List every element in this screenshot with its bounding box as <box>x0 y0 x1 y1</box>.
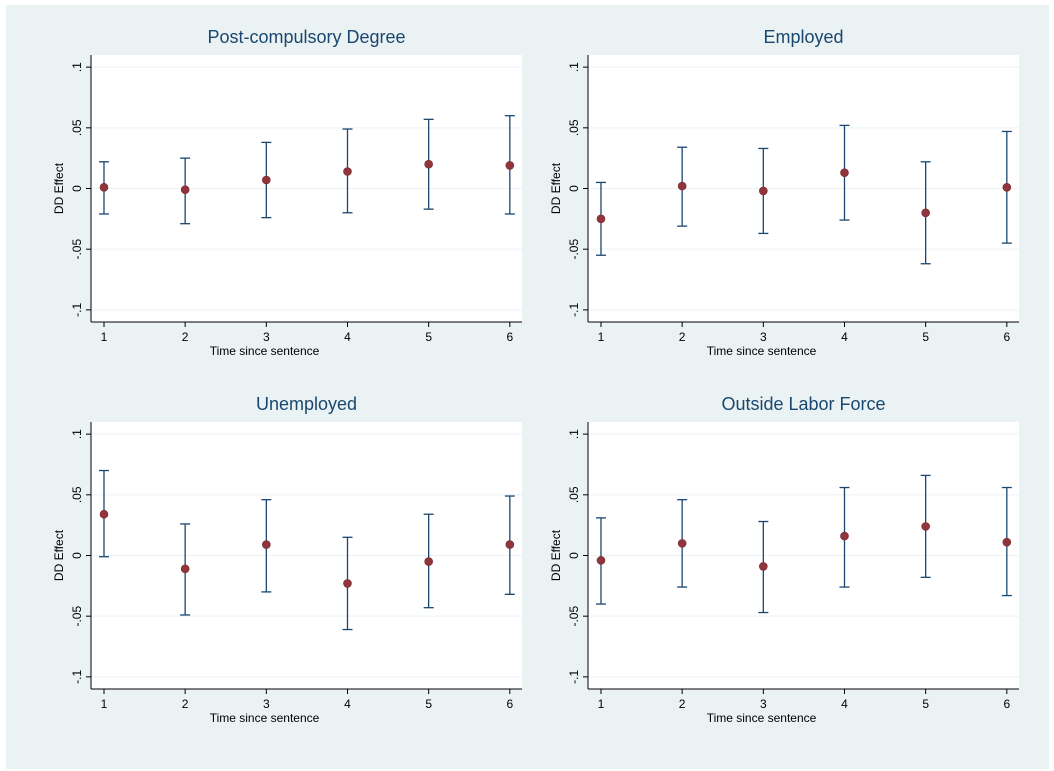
x-axis-label: Time since sentence <box>707 711 817 725</box>
data-point <box>759 186 768 196</box>
x-tick-label: 4 <box>841 697 848 711</box>
chart-title: Outside Labor Force <box>721 394 885 414</box>
data-point <box>1002 182 1012 192</box>
x-tick-label: 6 <box>1003 330 1010 344</box>
x-tick-label: 6 <box>506 697 513 711</box>
x-tick-label: 5 <box>425 330 432 344</box>
y-tick-label: .1 <box>567 62 581 72</box>
x-tick-label: 2 <box>182 330 189 344</box>
y-axis-label: DD Effect <box>549 529 563 581</box>
x-tick-label: 5 <box>922 697 929 711</box>
data-point <box>262 540 271 549</box>
data-point <box>99 182 109 192</box>
x-tick-label: 2 <box>182 697 189 711</box>
chart-panel: .1 .05 0 -.05 -.1 1 2 3 4 5 6 Time since sentence DD… <box>0 0 540 372</box>
data-point <box>759 562 768 571</box>
x-tick-label: 6 <box>506 330 513 344</box>
y-tick-label: .05 <box>567 119 581 136</box>
y-tick-label: -.05 <box>70 239 84 260</box>
y-tick-label: -.05 <box>567 239 581 260</box>
data-point <box>424 159 433 169</box>
x-tick-label: 1 <box>598 330 605 344</box>
x-tick-label: 1 <box>101 697 108 711</box>
y-axis-label: DD Effect <box>52 529 66 581</box>
data-point <box>677 539 687 548</box>
data-point <box>343 167 352 176</box>
data-point <box>99 509 109 519</box>
chart-svg: .1 .05 0 -.05 -.1 1 2 3 4 5 6 Time since sentence DD… <box>549 394 1019 725</box>
x-tick-label: 2 <box>679 697 686 711</box>
y-tick-label: .1 <box>567 429 581 439</box>
y-tick-label: -.05 <box>70 606 84 627</box>
y-tick-label: -.1 <box>567 303 581 317</box>
chart-svg: .1 .05 0 -.05 -.1 1 2 3 4 5 6 Time since sentence DD… <box>549 27 1019 358</box>
y-tick-label: .1 <box>70 62 84 72</box>
data-point <box>840 531 849 541</box>
data-point <box>921 208 930 218</box>
x-axis-label: Time since sentence <box>210 344 320 358</box>
chart-title: Post-compulsory Degree <box>207 27 405 47</box>
x-tick-label: 3 <box>263 330 270 344</box>
data-point <box>921 522 930 531</box>
data-point <box>1002 537 1012 547</box>
y-axis-label: DD Effect <box>549 162 563 214</box>
x-tick-label: 3 <box>760 697 767 711</box>
chart-title: Employed <box>763 27 843 47</box>
data-point <box>505 161 515 170</box>
y-tick-label: 0 <box>567 552 581 559</box>
x-axis-label: Time since sentence <box>210 711 320 725</box>
chart-title: Unemployed <box>256 394 357 414</box>
y-axis-label: DD Effect <box>52 162 66 214</box>
y-tick-label: -.1 <box>70 303 84 317</box>
data-point <box>840 168 849 178</box>
x-tick-label: 1 <box>101 330 108 344</box>
x-tick-label: 5 <box>425 697 432 711</box>
chart-panel: .1 .05 0 -.05 -.1 1 2 3 4 5 6 Time since sentence DD… <box>497 0 1037 372</box>
x-tick-label: 6 <box>1003 697 1010 711</box>
data-point <box>262 175 271 185</box>
data-point <box>180 185 190 195</box>
data-point <box>505 540 515 549</box>
data-point <box>424 557 433 566</box>
x-tick-label: 5 <box>922 330 929 344</box>
x-tick-label: 3 <box>760 330 767 344</box>
y-tick-label: -.05 <box>567 606 581 627</box>
chart-svg: .1 .05 0 -.05 -.1 1 2 3 4 5 6 Time since sentence DD… <box>52 394 522 725</box>
y-tick-label: -.1 <box>567 670 581 684</box>
x-tick-label: 1 <box>598 697 605 711</box>
y-tick-label: 0 <box>70 185 84 192</box>
y-tick-label: -.1 <box>70 670 84 684</box>
y-tick-label: .05 <box>70 486 84 503</box>
data-point <box>596 214 606 224</box>
y-tick-label: .05 <box>567 486 581 503</box>
x-tick-label: 4 <box>344 330 351 344</box>
y-tick-label: 0 <box>70 552 84 559</box>
x-tick-label: 4 <box>344 697 351 711</box>
y-tick-label: 0 <box>567 185 581 192</box>
data-point <box>343 579 352 588</box>
x-tick-label: 4 <box>841 330 848 344</box>
x-axis-label: Time since sentence <box>707 344 817 358</box>
y-tick-label: .1 <box>70 429 84 439</box>
chart-svg: .1 .05 0 -.05 -.1 1 2 3 4 5 6 Time since sentence DD… <box>52 27 522 358</box>
x-tick-label: 3 <box>263 697 270 711</box>
data-point <box>677 181 687 191</box>
data-point <box>180 564 190 574</box>
chart-panel: .1 .05 0 -.05 -.1 1 2 3 4 5 6 Time since sentence DD… <box>0 367 540 739</box>
x-tick-label: 2 <box>679 330 686 344</box>
data-point <box>596 556 606 565</box>
chart-panel: .1 .05 0 -.05 -.1 1 2 3 4 5 6 Time since sentence DD… <box>497 367 1037 739</box>
y-tick-label: .05 <box>70 119 84 136</box>
